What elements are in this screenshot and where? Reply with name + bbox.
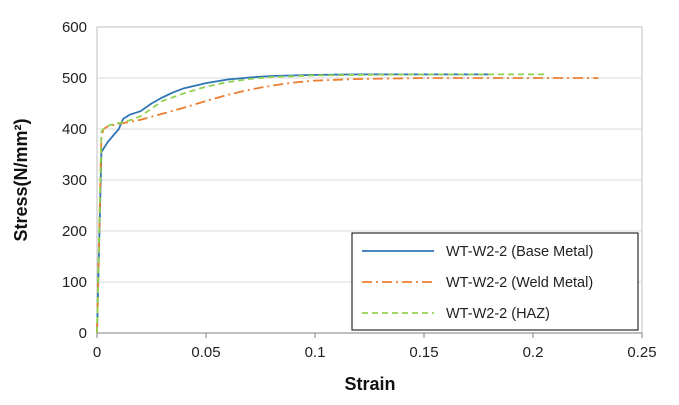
y-tick-label: 200 [62, 223, 87, 240]
legend-label-2: WT-W2-2 (Weld Metal) [446, 275, 593, 291]
y-tick-label: 500 [62, 70, 87, 87]
series-line-2 [96, 77, 599, 334]
x-tick-label: 0 [93, 344, 101, 361]
y-tick-label: 600 [62, 19, 87, 36]
x-axis-title: Strain [344, 374, 395, 394]
series-line-3 [96, 73, 544, 334]
legend-box [351, 232, 639, 331]
x-tick-labels: 0 0.05 0.1 0.15 0.2 0.25 [93, 333, 657, 361]
y-tick-label: 400 [62, 121, 87, 138]
x-tick-label: 0.25 [627, 344, 656, 361]
y-tick-label: 0 [79, 325, 87, 342]
legend-label-3: WT-W2-2 (HAZ) [446, 306, 550, 322]
legend-label-1: WT-W2-2 (Base Metal) [446, 244, 593, 260]
x-tick-label: 0.05 [191, 344, 220, 361]
y-tick-label: 300 [62, 172, 87, 189]
series-line-1 [96, 73, 490, 334]
y-tick-labels: 0 100 200 300 400 500 600 [62, 19, 87, 342]
y-axis-title: Stress(N/mm²) [11, 118, 31, 241]
y-tick-label: 100 [62, 274, 87, 291]
x-tick-label: 0.15 [409, 344, 438, 361]
legend: WT-W2-2 (Base Metal) WT-W2-2 (Weld Metal)… [351, 232, 639, 331]
x-tick-label: 0.2 [523, 344, 544, 361]
x-tick-label: 0.1 [305, 344, 326, 361]
series-lines [96, 73, 599, 334]
